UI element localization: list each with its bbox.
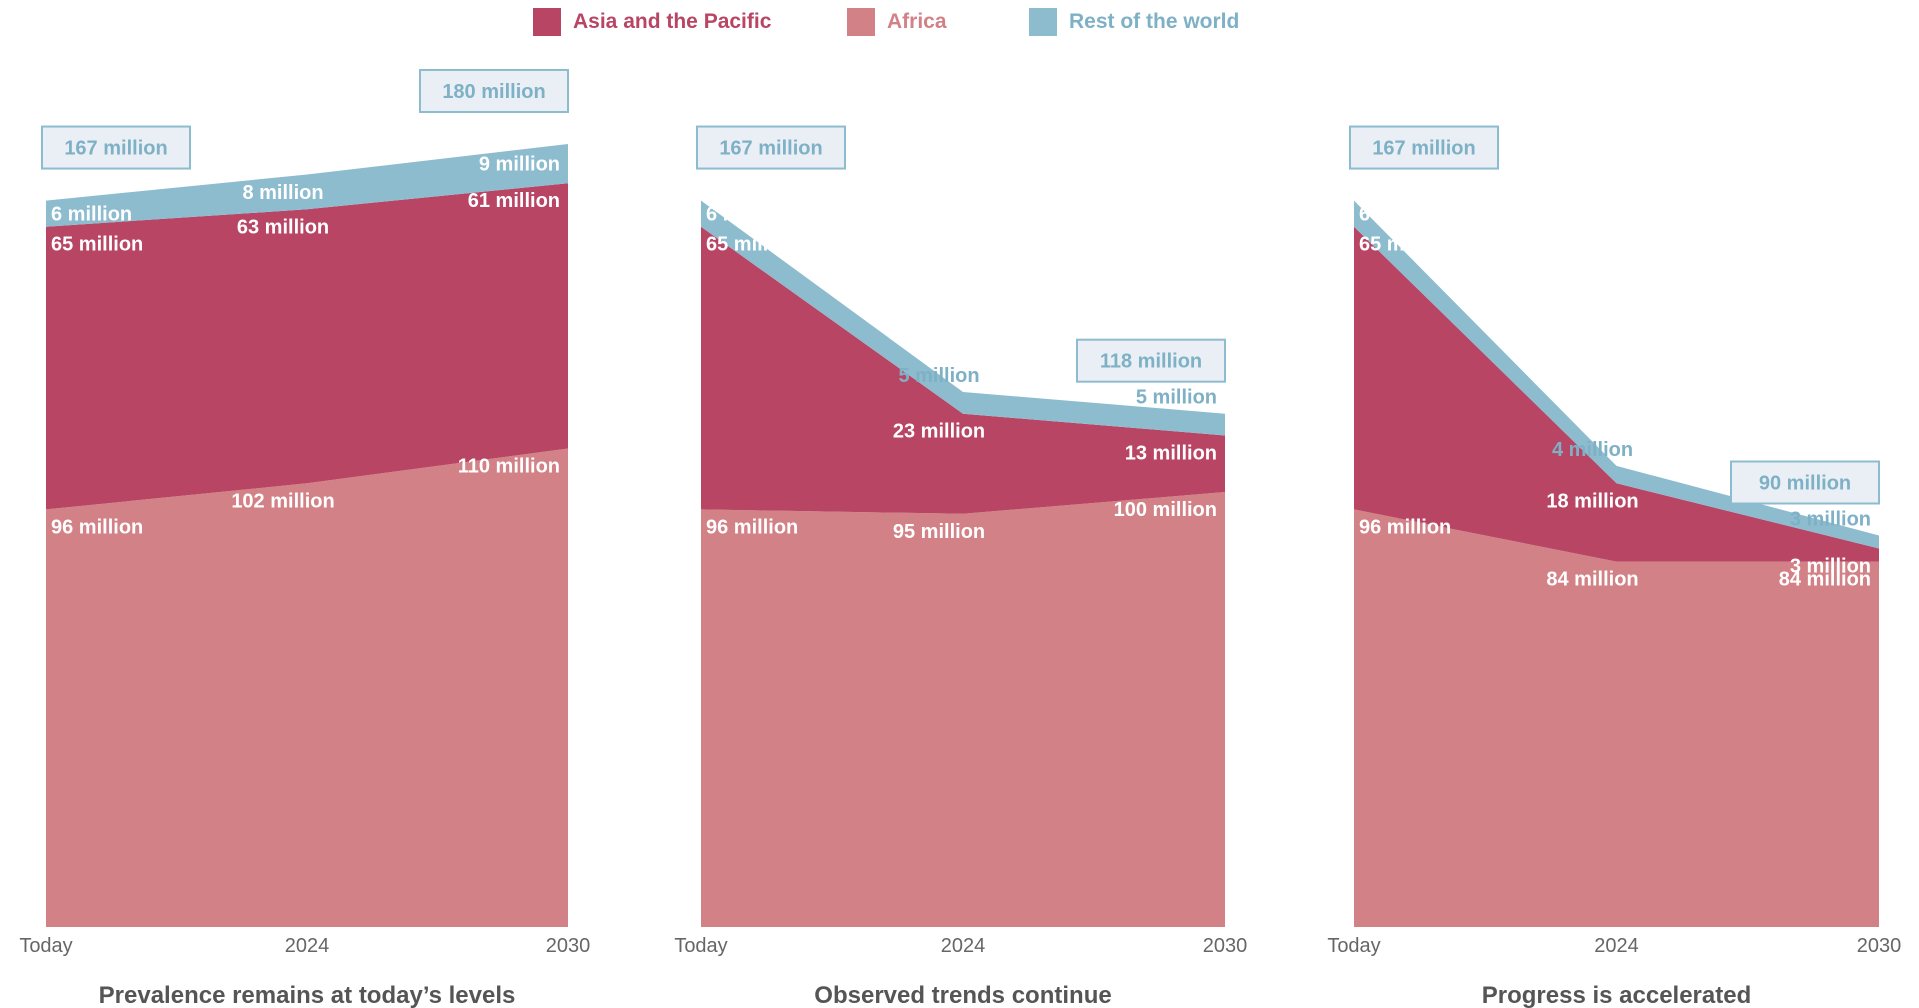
x-tick-2030: 2030 bbox=[546, 935, 591, 957]
total-box-frame bbox=[1349, 125, 1499, 170]
legend-item-rest-of-world: Rest of the world bbox=[1029, 8, 1239, 36]
x-tick-today: Today bbox=[1327, 935, 1380, 957]
data-label-africa-2024: 102 million bbox=[231, 490, 334, 512]
data-label-rest-of-the-world-2030: 9 million bbox=[479, 154, 560, 176]
total-label: 180 million bbox=[442, 81, 545, 103]
legend-item-asia-pacific: Asia and the Pacific bbox=[533, 8, 771, 36]
chart-panel-2: 96 million 95 million 100 million 65 millio… bbox=[674, 125, 1248, 1008]
data-label-africa-2030: 110 million bbox=[458, 456, 560, 478]
data-label-asia-and-the-pacific-today: 65 million bbox=[706, 234, 798, 256]
data-label-rest-of-the-world-today: 6 million bbox=[1359, 204, 1440, 226]
total-box-frame bbox=[1730, 460, 1880, 505]
total-label: 167 million bbox=[1372, 138, 1475, 160]
total-box-today: 167 million bbox=[41, 125, 191, 170]
total-box-2030: 118 million bbox=[1076, 338, 1226, 383]
legend-label-rest-of-world: Rest of the world bbox=[1069, 10, 1240, 33]
chart-panel-3: 96 million 84 million 84 million 65 million… bbox=[1327, 125, 1902, 1008]
total-label: 167 million bbox=[64, 138, 167, 160]
data-label-rest-of-the-world-today: 6 million bbox=[706, 204, 787, 226]
data-label-asia-and-the-pacific-2024: 23 million bbox=[893, 421, 985, 443]
data-label-rest-of-the-world-2030: 5 million bbox=[1136, 387, 1217, 409]
data-label-rest-of-the-world-2024: 5 million bbox=[898, 365, 979, 387]
data-label-asia-and-the-pacific-today: 65 million bbox=[1359, 234, 1451, 256]
area-africa bbox=[701, 492, 1225, 927]
area-rest-of-the-world bbox=[1354, 200, 1879, 549]
chart-panel-1: 96 million 102 million 110 million 65 milli… bbox=[19, 69, 591, 1008]
total-box-today: 167 million bbox=[1349, 125, 1499, 170]
data-label-rest-of-the-world-today: 6 million bbox=[51, 204, 132, 226]
x-tick-2024: 2024 bbox=[941, 935, 986, 957]
x-tick-2024: 2024 bbox=[1594, 935, 1639, 957]
total-box-frame bbox=[1076, 338, 1226, 383]
data-label-asia-and-the-pacific-2024: 63 million bbox=[237, 216, 329, 238]
chart-title: Progress is accelerated bbox=[1482, 982, 1752, 1008]
total-label: 118 million bbox=[1100, 351, 1202, 373]
legend-item-africa: Africa bbox=[847, 8, 947, 36]
total-label: 167 million bbox=[719, 138, 822, 160]
data-label-asia-and-the-pacific-2030: 3 million bbox=[1790, 556, 1871, 578]
area-rest-of-the-world bbox=[701, 200, 1225, 436]
area-asia-and-the-pacific bbox=[701, 226, 1225, 514]
total-box-frame bbox=[41, 125, 191, 170]
legend-swatch-africa bbox=[847, 8, 875, 36]
area-africa bbox=[1354, 509, 1879, 927]
total-box-frame bbox=[419, 69, 569, 113]
data-label-africa-2030: 84 million bbox=[1779, 569, 1871, 591]
total-box-frame bbox=[696, 125, 846, 170]
legend-swatch-rest-of-world bbox=[1029, 8, 1057, 36]
area-asia-and-the-pacific bbox=[46, 183, 568, 510]
chart-title: Observed trends continue bbox=[814, 982, 1111, 1008]
data-label-africa-today: 96 million bbox=[51, 516, 143, 538]
legend-label-africa: Africa bbox=[887, 10, 947, 33]
data-label-rest-of-the-world-2024: 4 million bbox=[1552, 439, 1633, 461]
data-label-africa-today: 96 million bbox=[706, 516, 798, 538]
data-label-asia-and-the-pacific-today: 65 million bbox=[51, 234, 143, 256]
data-label-africa-2030: 100 million bbox=[1114, 499, 1217, 521]
x-tick-today: Today bbox=[674, 935, 727, 957]
total-box-today: 167 million bbox=[696, 125, 846, 170]
chart-title: Prevalence remains at today’s levels bbox=[99, 982, 516, 1008]
data-label-africa-2024: 84 million bbox=[1546, 569, 1638, 591]
area-asia-and-the-pacific bbox=[1354, 226, 1879, 562]
data-label-asia-and-the-pacific-2030: 61 million bbox=[468, 190, 560, 212]
total-box-2030: 90 million bbox=[1730, 460, 1880, 505]
data-label-asia-and-the-pacific-2024: 18 million bbox=[1546, 490, 1638, 512]
data-label-africa-today: 96 million bbox=[1359, 516, 1451, 538]
data-label-rest-of-the-world-2024: 8 million bbox=[242, 182, 323, 204]
total-box-2030: 180 million bbox=[419, 69, 569, 113]
x-tick-today: Today bbox=[19, 935, 72, 957]
data-label-rest-of-the-world-2030: 3 million bbox=[1790, 509, 1871, 531]
x-tick-2024: 2024 bbox=[285, 935, 330, 957]
data-label-africa-2024: 95 million bbox=[893, 521, 985, 543]
total-label: 90 million bbox=[1759, 473, 1851, 495]
area-africa bbox=[46, 448, 568, 927]
area-rest-of-the-world bbox=[46, 144, 568, 227]
x-tick-2030: 2030 bbox=[1857, 935, 1902, 957]
legend-label-asia-pacific: Asia and the Pacific bbox=[573, 10, 772, 33]
x-tick-2030: 2030 bbox=[1203, 935, 1248, 957]
legend-swatch-asia-pacific bbox=[533, 8, 561, 36]
data-label-asia-and-the-pacific-2030: 13 million bbox=[1125, 442, 1217, 464]
